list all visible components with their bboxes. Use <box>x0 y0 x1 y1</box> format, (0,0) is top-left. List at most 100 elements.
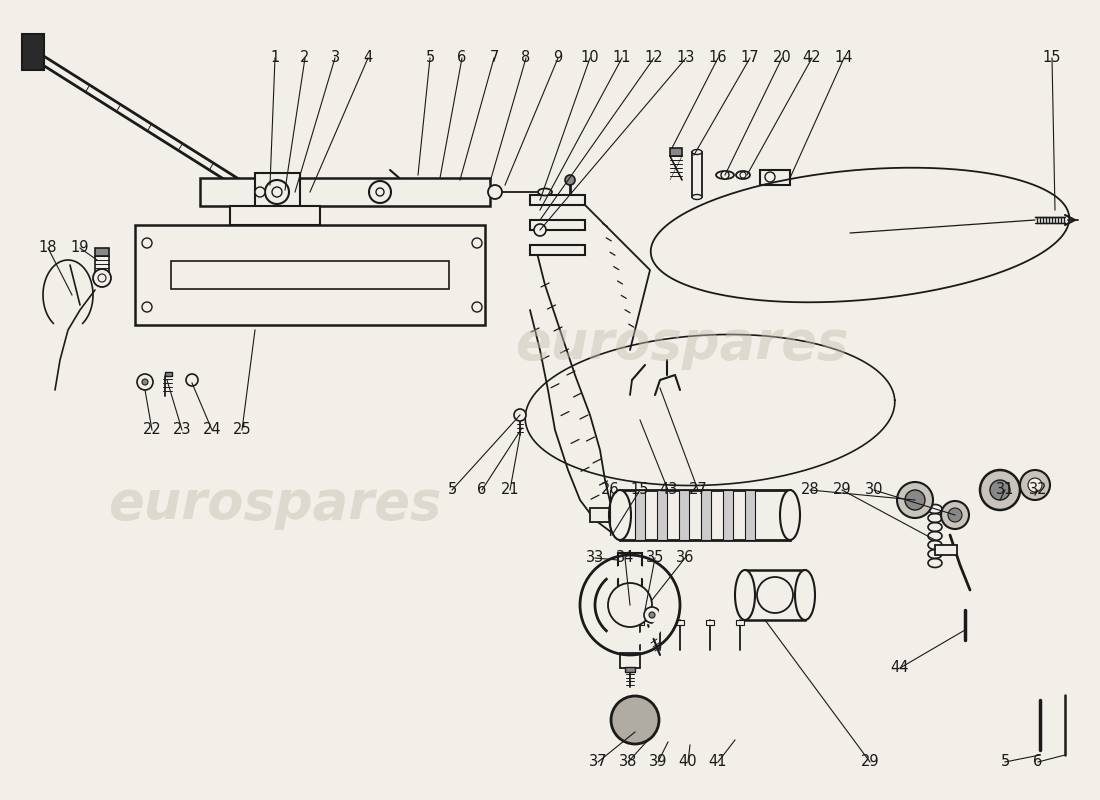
Text: 41: 41 <box>708 754 727 770</box>
Text: 6: 6 <box>458 50 466 66</box>
Text: 20: 20 <box>772 50 791 66</box>
Ellipse shape <box>735 570 755 620</box>
Circle shape <box>896 482 933 518</box>
Text: 15: 15 <box>630 482 649 498</box>
Text: 19: 19 <box>70 241 89 255</box>
Text: 43: 43 <box>659 482 678 498</box>
Bar <box>692 152 702 197</box>
Text: 40: 40 <box>679 754 697 770</box>
Text: 36: 36 <box>675 550 694 566</box>
Circle shape <box>720 171 729 179</box>
Circle shape <box>265 180 289 204</box>
Text: 32: 32 <box>1028 482 1047 498</box>
Text: 6: 6 <box>477 482 486 498</box>
Circle shape <box>757 577 793 613</box>
Circle shape <box>142 379 148 385</box>
Text: 29: 29 <box>860 754 879 770</box>
Bar <box>230 206 320 225</box>
Text: 39: 39 <box>649 754 668 770</box>
Ellipse shape <box>692 194 702 199</box>
Text: 38: 38 <box>619 754 637 770</box>
Text: 21: 21 <box>500 482 519 498</box>
Circle shape <box>514 409 526 421</box>
Bar <box>679 490 689 540</box>
Text: eurospares: eurospares <box>108 478 442 530</box>
Text: 28: 28 <box>801 482 820 498</box>
Bar <box>625 667 635 672</box>
Ellipse shape <box>538 189 552 195</box>
Text: 29: 29 <box>833 482 851 498</box>
Circle shape <box>272 187 282 197</box>
Text: 11: 11 <box>613 50 631 66</box>
Ellipse shape <box>609 490 631 540</box>
Bar <box>200 178 490 206</box>
Text: 6: 6 <box>1033 754 1043 770</box>
Text: 5: 5 <box>1000 754 1010 770</box>
Bar <box>745 490 755 540</box>
Ellipse shape <box>692 150 702 154</box>
Circle shape <box>1020 470 1050 500</box>
Bar <box>530 245 585 255</box>
Bar <box>636 620 644 625</box>
Text: 24: 24 <box>202 422 221 438</box>
Circle shape <box>472 302 482 312</box>
Text: 27: 27 <box>689 482 707 498</box>
Bar <box>22 34 44 70</box>
Text: 37: 37 <box>588 754 607 770</box>
Text: 3: 3 <box>330 50 340 66</box>
Bar <box>701 490 711 540</box>
Circle shape <box>565 175 575 185</box>
Text: 12: 12 <box>645 50 663 66</box>
Text: eurospares: eurospares <box>515 318 849 370</box>
Text: 25: 25 <box>233 422 251 438</box>
Text: 9: 9 <box>553 50 562 66</box>
Bar <box>620 490 790 540</box>
Text: 16: 16 <box>708 50 727 66</box>
Bar <box>170 261 449 289</box>
Circle shape <box>948 508 962 522</box>
Text: 42: 42 <box>803 50 822 66</box>
Circle shape <box>905 490 925 510</box>
Circle shape <box>142 302 152 312</box>
Circle shape <box>610 696 659 744</box>
Circle shape <box>94 269 111 287</box>
Text: 13: 13 <box>676 50 695 66</box>
Circle shape <box>98 274 106 282</box>
Bar <box>676 620 684 625</box>
Text: 8: 8 <box>521 50 530 66</box>
Circle shape <box>1028 478 1042 492</box>
Bar <box>153 243 468 307</box>
Text: 14: 14 <box>835 50 854 66</box>
Bar <box>135 225 485 325</box>
Bar <box>165 372 172 376</box>
Text: 23: 23 <box>173 422 191 438</box>
Text: 33: 33 <box>586 550 604 566</box>
Text: 26: 26 <box>601 482 619 498</box>
Bar <box>590 508 620 522</box>
Bar <box>760 170 790 185</box>
Circle shape <box>940 501 969 529</box>
Text: 17: 17 <box>740 50 759 66</box>
Bar <box>618 553 642 605</box>
Circle shape <box>644 607 660 623</box>
Circle shape <box>608 583 652 627</box>
Text: 31: 31 <box>996 482 1014 498</box>
Text: 2: 2 <box>300 50 310 66</box>
Text: 15: 15 <box>1043 50 1062 66</box>
Bar <box>530 220 585 230</box>
Text: 7: 7 <box>490 50 498 66</box>
Text: 1: 1 <box>271 50 279 66</box>
Bar <box>620 653 640 668</box>
Circle shape <box>534 224 546 236</box>
Bar <box>656 620 664 625</box>
Circle shape <box>764 172 776 182</box>
Bar <box>95 248 109 256</box>
Bar <box>706 620 714 625</box>
Circle shape <box>255 187 265 197</box>
Bar <box>635 490 645 540</box>
Text: 34: 34 <box>616 550 635 566</box>
Text: 5: 5 <box>426 50 434 66</box>
Ellipse shape <box>795 570 815 620</box>
Text: 30: 30 <box>865 482 883 498</box>
Circle shape <box>472 238 482 248</box>
